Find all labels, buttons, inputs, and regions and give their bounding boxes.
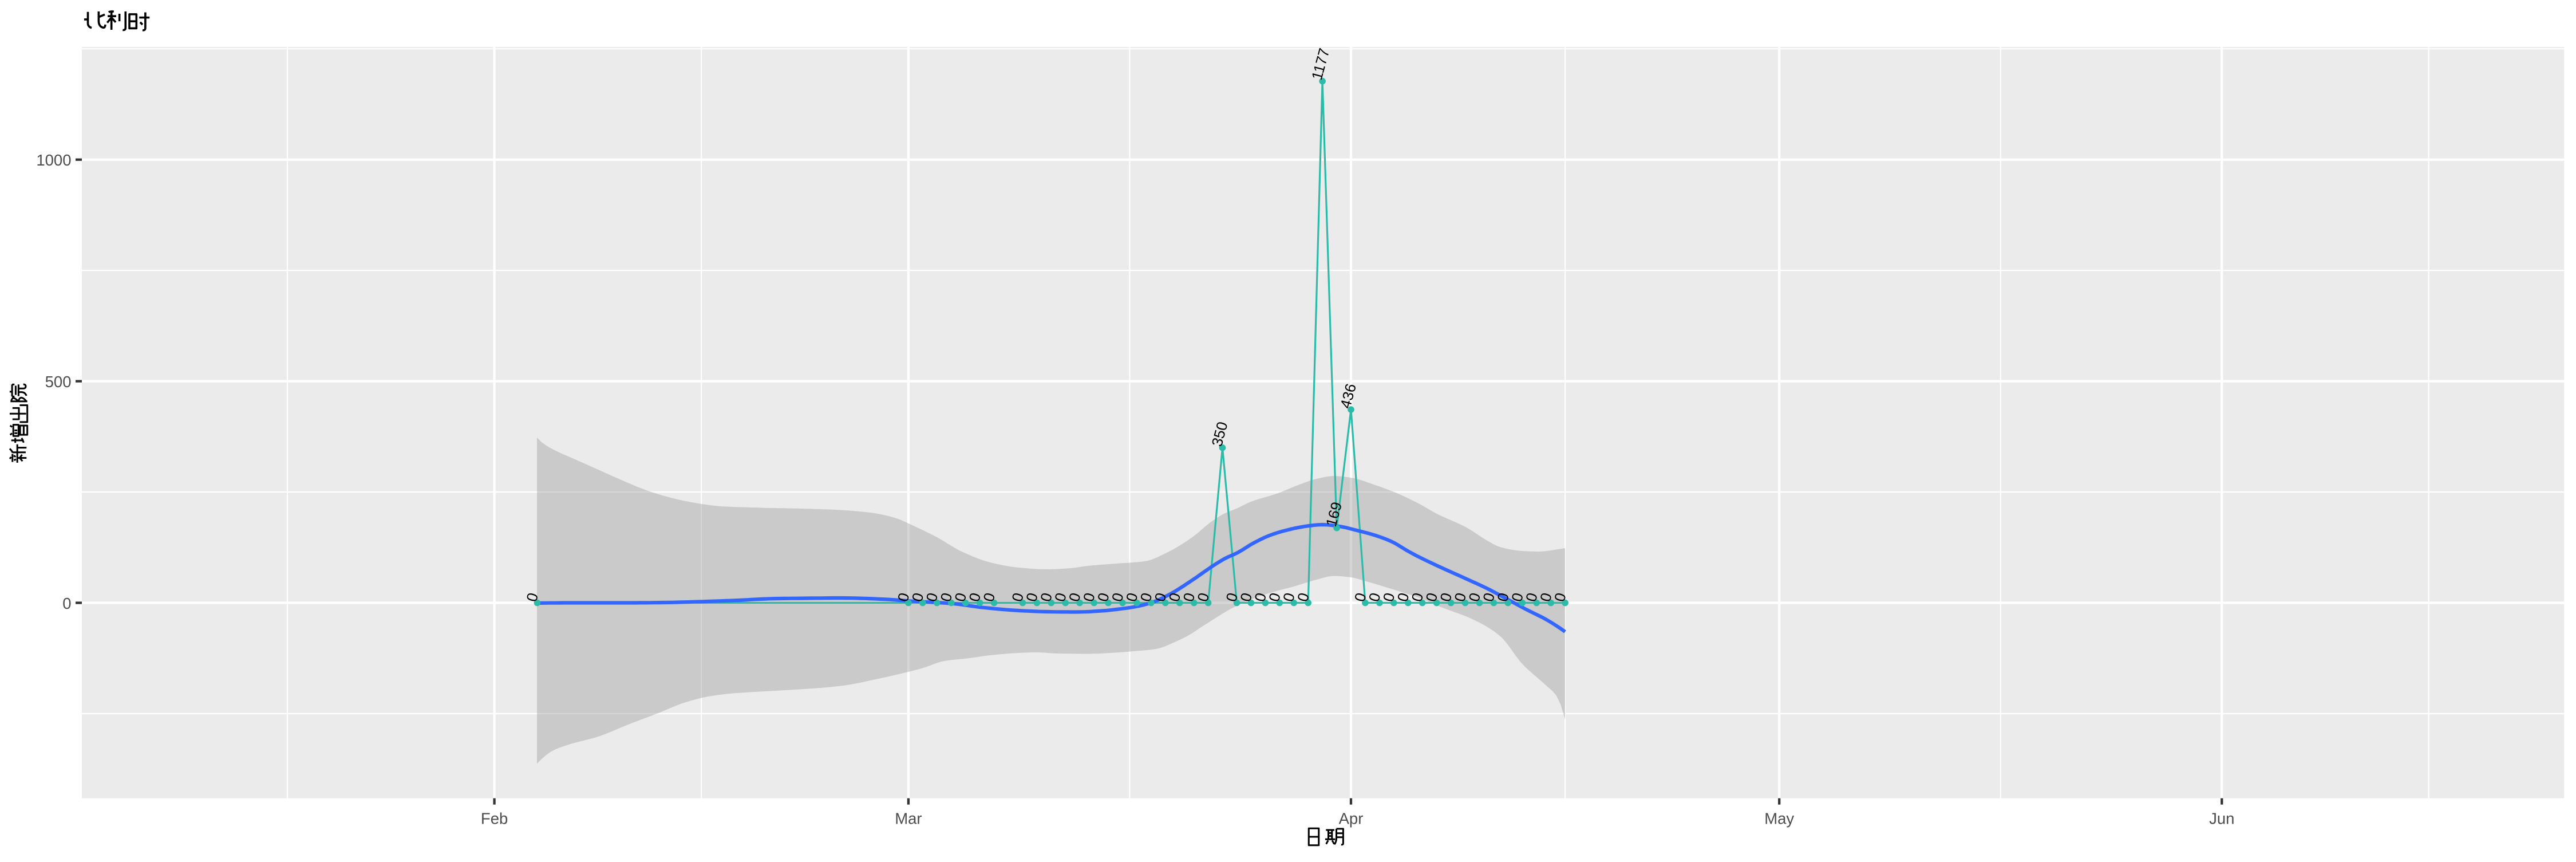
svg-text:May: May — [1764, 810, 1794, 828]
svg-text:500: 500 — [45, 373, 72, 391]
svg-text:1000: 1000 — [36, 151, 71, 169]
svg-text:Feb: Feb — [481, 810, 508, 828]
svg-text:Apr: Apr — [1339, 810, 1364, 828]
svg-text:0: 0 — [62, 595, 71, 612]
svg-text:Jun: Jun — [2209, 810, 2234, 828]
svg-text:Mar: Mar — [895, 810, 922, 828]
